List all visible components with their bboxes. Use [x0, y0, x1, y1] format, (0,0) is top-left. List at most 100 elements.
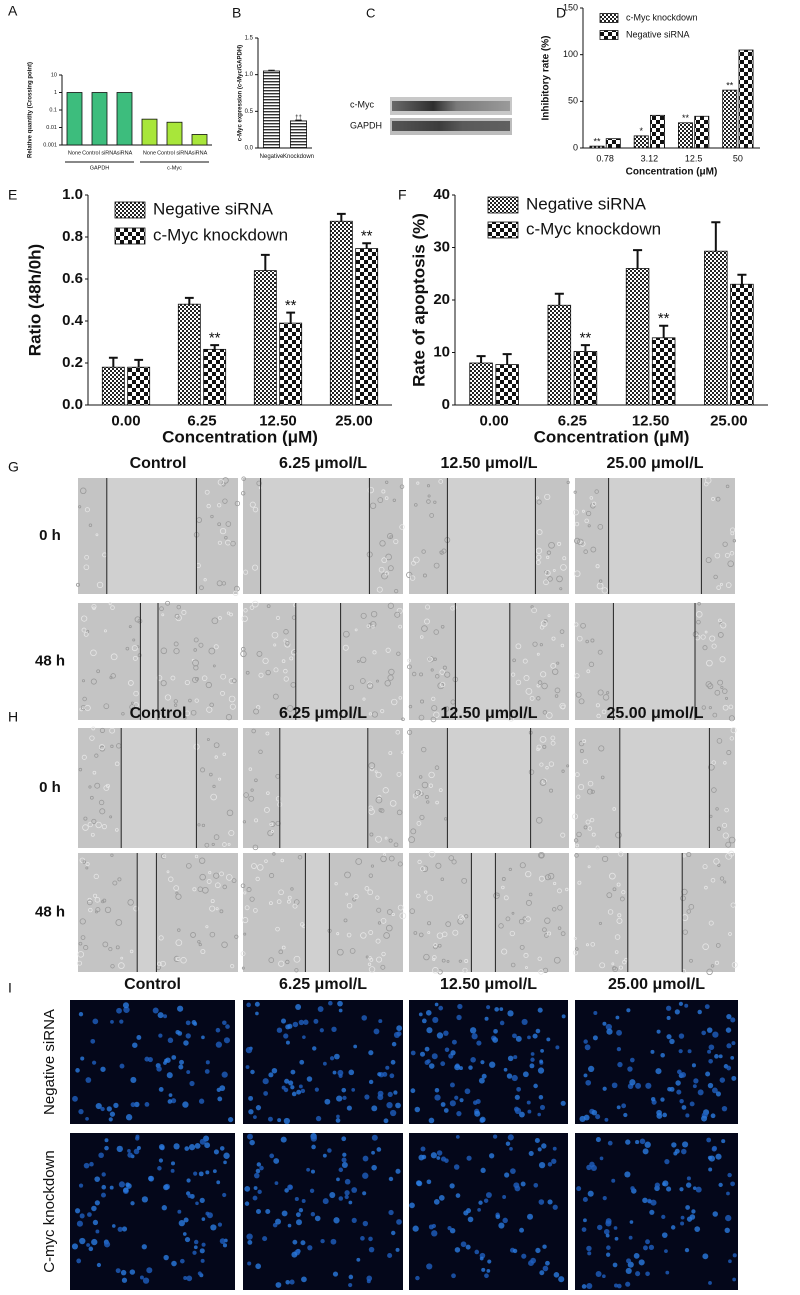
cell: [426, 894, 434, 902]
cell: [192, 659, 199, 667]
cell: [364, 886, 370, 891]
cell: [432, 967, 439, 974]
nucleus: [222, 1020, 227, 1026]
nucleus: [335, 1118, 341, 1123]
nucleus: [80, 1056, 85, 1061]
nucleus: [666, 1034, 672, 1040]
nucleus: [348, 1069, 355, 1076]
nucleus: [605, 1220, 612, 1227]
nucleus: [661, 1232, 668, 1238]
cell: [407, 729, 413, 735]
nucleus: [262, 1078, 269, 1085]
row-label: 0 h: [39, 527, 61, 544]
cell: [682, 929, 688, 935]
cell: [612, 887, 617, 892]
scratch-gap: [471, 853, 496, 972]
cell: [574, 673, 580, 679]
cell: [267, 830, 274, 837]
nucleus: [204, 1069, 210, 1074]
bar: [279, 322, 303, 406]
nucleus: [163, 1014, 168, 1019]
nucleus: [691, 1063, 696, 1068]
nucleus: [479, 1116, 486, 1123]
nucleus: [168, 1093, 173, 1098]
scratch-gap: [305, 853, 330, 972]
cell: [725, 484, 730, 489]
cell: [396, 651, 401, 656]
micrograph: [70, 1133, 235, 1290]
cell: [442, 665, 447, 670]
nucleus: [122, 1002, 129, 1009]
cell: [554, 687, 561, 694]
nucleus: [635, 1271, 641, 1277]
cell: [81, 754, 87, 760]
cell: [583, 549, 588, 554]
cell: [556, 575, 563, 583]
cell: [265, 669, 271, 676]
cell: [378, 566, 385, 573]
nucleus: [123, 1006, 130, 1013]
nucleus: [455, 1193, 461, 1198]
nucleus: [454, 1064, 461, 1071]
cell: [194, 854, 199, 859]
x-tick-label: Control siRNA: [157, 150, 192, 156]
cell: [377, 497, 384, 503]
nucleus: [198, 1171, 204, 1177]
bar: [495, 364, 519, 406]
nucleus: [678, 1049, 683, 1054]
nucleus: [277, 1118, 282, 1123]
y-tick-label: 0.6: [62, 270, 83, 287]
nucleus: [697, 1089, 704, 1096]
nucleus: [630, 1057, 635, 1063]
cell: [218, 616, 222, 620]
nucleus: [433, 1199, 440, 1205]
nucleus: [704, 1004, 710, 1010]
cell: [556, 661, 560, 665]
cell: [424, 618, 430, 625]
nucleus: [731, 1041, 736, 1046]
nucleus: [362, 1191, 367, 1196]
cell: [400, 750, 405, 754]
cell: [205, 681, 212, 689]
nucleus: [455, 1135, 460, 1139]
cell: [159, 606, 164, 612]
cell: [705, 557, 712, 564]
nucleus: [726, 1014, 732, 1020]
nucleus: [219, 1146, 225, 1151]
cell: [278, 889, 284, 896]
nucleus: [721, 1105, 728, 1112]
nucleus: [78, 1183, 84, 1188]
cell: [724, 807, 729, 813]
cell: [368, 808, 375, 815]
cell: [525, 899, 532, 906]
cell: [232, 678, 237, 684]
cell: [536, 696, 541, 701]
nucleus: [654, 1182, 661, 1188]
cell: [213, 644, 219, 650]
nucleus: [680, 1215, 685, 1220]
nucleus: [676, 1089, 682, 1095]
cell: [433, 944, 438, 950]
nucleus: [373, 1028, 380, 1035]
nucleus: [255, 1168, 261, 1174]
nucleus: [119, 1019, 124, 1024]
cell: [94, 753, 99, 758]
cell: [368, 966, 376, 973]
cell: [696, 619, 701, 625]
cell: [79, 857, 86, 863]
nucleus: [730, 1181, 735, 1187]
cell: [242, 917, 249, 924]
nucleus: [342, 1095, 347, 1100]
cell: [102, 941, 109, 948]
nucleus: [680, 1072, 687, 1078]
cell: [703, 481, 709, 487]
panel-label: I: [8, 980, 12, 996]
nucleus: [85, 1077, 92, 1083]
nucleus: [284, 1078, 290, 1084]
nucleus: [197, 1271, 202, 1276]
nucleus: [362, 1220, 369, 1227]
bar: [116, 92, 133, 146]
nucleus: [489, 1061, 496, 1068]
cell: [161, 613, 165, 617]
cell: [212, 784, 216, 789]
